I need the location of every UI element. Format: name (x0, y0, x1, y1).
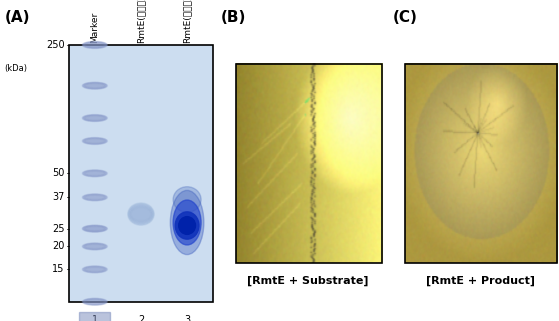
Ellipse shape (129, 204, 153, 224)
Text: 3: 3 (184, 315, 190, 321)
Ellipse shape (84, 171, 105, 176)
Text: 250: 250 (46, 40, 64, 50)
Ellipse shape (85, 299, 105, 304)
Ellipse shape (173, 187, 201, 213)
Ellipse shape (85, 116, 105, 120)
Ellipse shape (84, 42, 106, 48)
Text: 1: 1 (92, 315, 98, 321)
Ellipse shape (83, 82, 107, 89)
Ellipse shape (173, 200, 201, 245)
Text: [RmtE + Product]: [RmtE + Product] (425, 276, 534, 286)
Ellipse shape (84, 115, 106, 121)
Ellipse shape (84, 244, 106, 249)
Ellipse shape (84, 83, 106, 89)
Ellipse shape (85, 83, 105, 88)
Ellipse shape (85, 139, 105, 143)
Ellipse shape (84, 267, 105, 272)
Ellipse shape (82, 194, 107, 201)
Text: 37: 37 (52, 192, 64, 202)
Ellipse shape (84, 83, 105, 88)
Ellipse shape (83, 266, 107, 273)
Ellipse shape (83, 170, 107, 177)
Ellipse shape (83, 266, 106, 273)
Ellipse shape (83, 299, 106, 305)
Ellipse shape (83, 243, 106, 249)
Ellipse shape (84, 116, 105, 121)
Ellipse shape (84, 226, 105, 231)
Ellipse shape (83, 299, 107, 305)
Ellipse shape (82, 41, 107, 48)
Bar (79, 311, 110, 321)
Ellipse shape (83, 225, 107, 232)
Ellipse shape (82, 115, 107, 122)
Ellipse shape (83, 115, 106, 121)
Ellipse shape (83, 243, 107, 250)
Text: Marker: Marker (91, 12, 100, 43)
Ellipse shape (85, 244, 105, 249)
Ellipse shape (84, 42, 105, 48)
Ellipse shape (85, 195, 105, 200)
Ellipse shape (82, 137, 107, 144)
Text: 15: 15 (52, 265, 64, 274)
Ellipse shape (83, 138, 106, 144)
Text: (A): (A) (4, 10, 30, 25)
Text: (kDa): (kDa) (4, 64, 27, 73)
Ellipse shape (83, 83, 106, 89)
Ellipse shape (130, 206, 152, 222)
Ellipse shape (179, 217, 196, 234)
Ellipse shape (84, 195, 105, 200)
Ellipse shape (82, 225, 107, 232)
Ellipse shape (128, 204, 154, 224)
Ellipse shape (82, 82, 107, 89)
Ellipse shape (83, 194, 106, 200)
Text: 50: 50 (52, 168, 64, 178)
Ellipse shape (85, 226, 105, 231)
Ellipse shape (85, 171, 105, 176)
Ellipse shape (84, 299, 106, 305)
Ellipse shape (83, 226, 106, 232)
Ellipse shape (84, 226, 106, 231)
Ellipse shape (82, 170, 107, 177)
Ellipse shape (82, 243, 107, 250)
Text: (C): (C) (392, 10, 418, 25)
Ellipse shape (175, 212, 199, 239)
Ellipse shape (83, 42, 106, 48)
Ellipse shape (82, 298, 107, 305)
Ellipse shape (84, 299, 105, 304)
Ellipse shape (84, 195, 106, 200)
Ellipse shape (84, 170, 106, 176)
Ellipse shape (84, 138, 105, 143)
Ellipse shape (84, 138, 106, 144)
Text: 2: 2 (138, 315, 144, 321)
Ellipse shape (85, 267, 105, 272)
Text: [RmtE + Substrate]: [RmtE + Substrate] (248, 276, 369, 286)
Ellipse shape (84, 244, 105, 249)
Ellipse shape (127, 203, 154, 225)
Text: RmtE(농축전): RmtE(농축전) (136, 0, 145, 43)
Text: 25: 25 (52, 224, 64, 234)
Ellipse shape (129, 205, 153, 223)
Ellipse shape (83, 170, 106, 176)
Ellipse shape (84, 267, 106, 272)
Ellipse shape (83, 194, 107, 201)
Ellipse shape (83, 42, 107, 48)
Ellipse shape (85, 43, 105, 47)
Text: (B): (B) (220, 10, 246, 25)
Ellipse shape (83, 138, 107, 144)
Ellipse shape (82, 266, 107, 273)
Text: 20: 20 (52, 241, 64, 251)
Text: RmtE(농축후): RmtE(농축후) (183, 0, 192, 43)
Ellipse shape (170, 190, 204, 255)
Ellipse shape (83, 115, 107, 121)
